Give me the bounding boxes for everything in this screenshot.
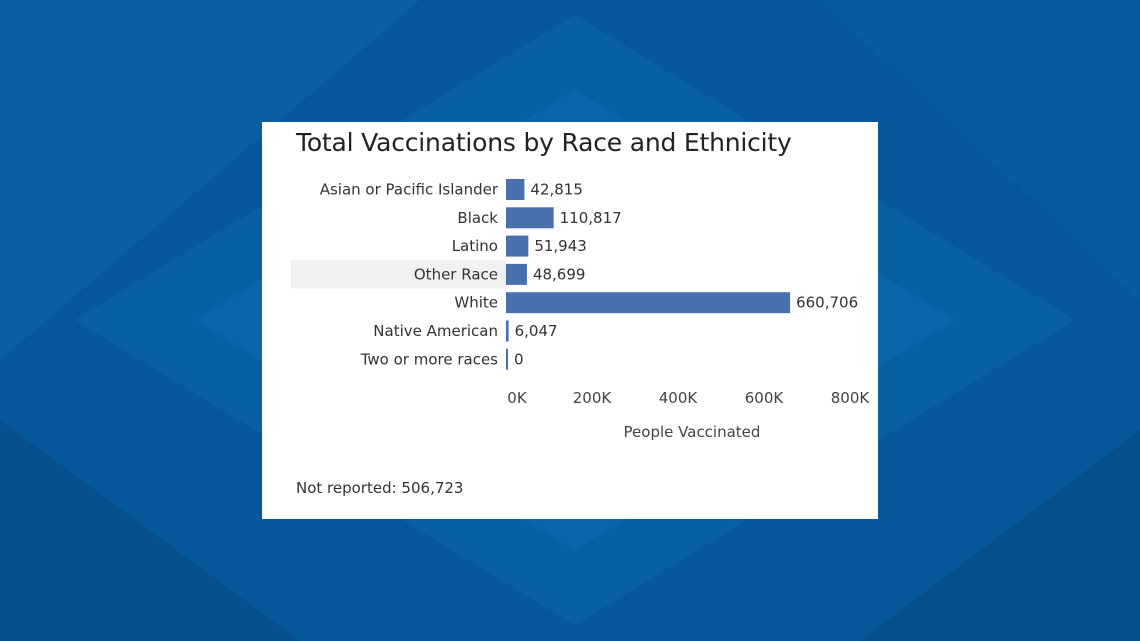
value-label-latino: 51,943 — [534, 237, 587, 255]
bar-chart: Asian or Pacific Islander 42,815 Black 110,… — [291, 179, 871, 441]
x-axis-title: People Vaccinated — [624, 423, 761, 441]
bar-white[interactable] — [506, 292, 791, 314]
value-label-white: 660,706 — [796, 294, 858, 312]
x-tick-400k: 400K — [659, 389, 699, 407]
value-label-asian-or-pacific-islander: 42,815 — [530, 181, 583, 199]
category-label-white: White — [454, 294, 498, 312]
value-label-two-or-more-races: 0 — [514, 350, 524, 368]
row-highlight-other-race — [291, 260, 506, 289]
bar-black[interactable] — [506, 207, 554, 229]
x-tick-200k: 200K — [573, 389, 613, 407]
category-label-latino: Latino — [452, 237, 498, 255]
bar-latino[interactable] — [506, 235, 529, 257]
bar-asian-or-pacific-islander[interactable] — [506, 179, 525, 200]
category-label-other-race: Other Race — [414, 265, 498, 283]
category-label-asian-or-pacific-islander: Asian or Pacific Islander — [320, 181, 499, 199]
x-tick-600k: 600K — [745, 389, 785, 407]
value-label-native-american: 6,047 — [515, 322, 558, 340]
value-label-black: 110,817 — [560, 209, 622, 227]
category-label-black: Black — [457, 209, 498, 227]
bar-native-american[interactable] — [506, 320, 509, 342]
value-label-other-race: 48,699 — [533, 265, 586, 283]
category-label-two-or-more-races: Two or more races — [360, 350, 498, 368]
chart-card: Total Vaccinations by Race and Ethnicity… — [262, 122, 878, 519]
bar-two-or-more-races[interactable] — [506, 348, 508, 370]
category-label-native-american: Native American — [373, 322, 498, 340]
chart-title: Total Vaccinations by Race and Ethnicity — [296, 128, 792, 157]
x-tick-800k: 800K — [831, 389, 871, 407]
x-tick-0k: 0K — [507, 389, 528, 407]
bar-other-race[interactable] — [506, 263, 527, 285]
not-reported-note: Not reported: 506,723 — [296, 479, 464, 497]
